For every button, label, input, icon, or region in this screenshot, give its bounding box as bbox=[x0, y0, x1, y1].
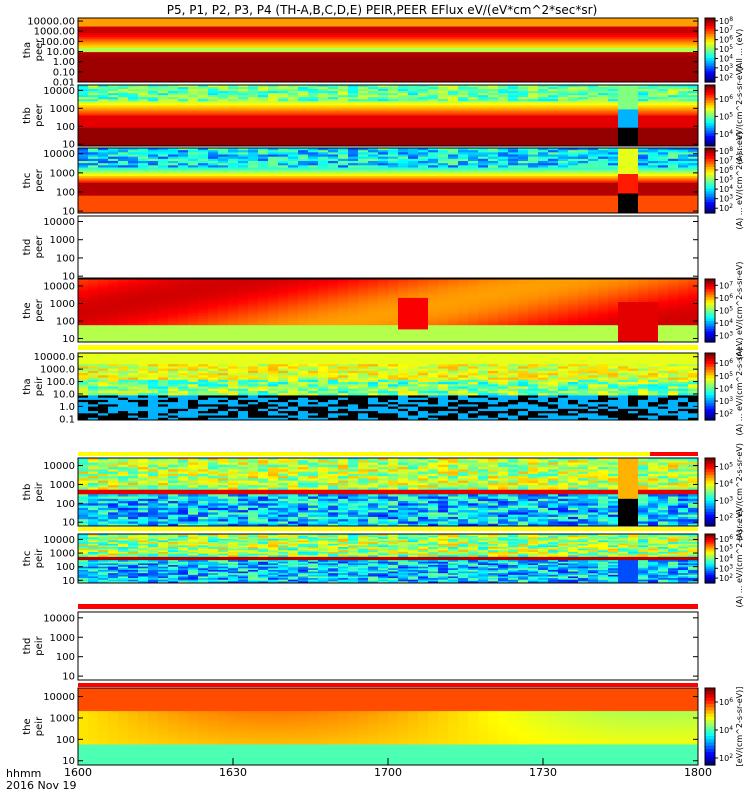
colorbar-tick-label: 102 bbox=[719, 72, 733, 82]
figure-title: P5, P1, P2, P3, P4 (TH-A,B,C,D,E) PEIR,P… bbox=[167, 3, 598, 17]
y-axis-label-1: tha bbox=[22, 42, 33, 58]
colorbar-label: (All ... (eV) bbox=[735, 29, 744, 71]
panels-group: tha peer10000.001000.00100.0010.001.000.1… bbox=[22, 16, 744, 767]
panel-tha_peer: tha peer10000.001000.00100.0010.001.000.1… bbox=[22, 16, 744, 89]
